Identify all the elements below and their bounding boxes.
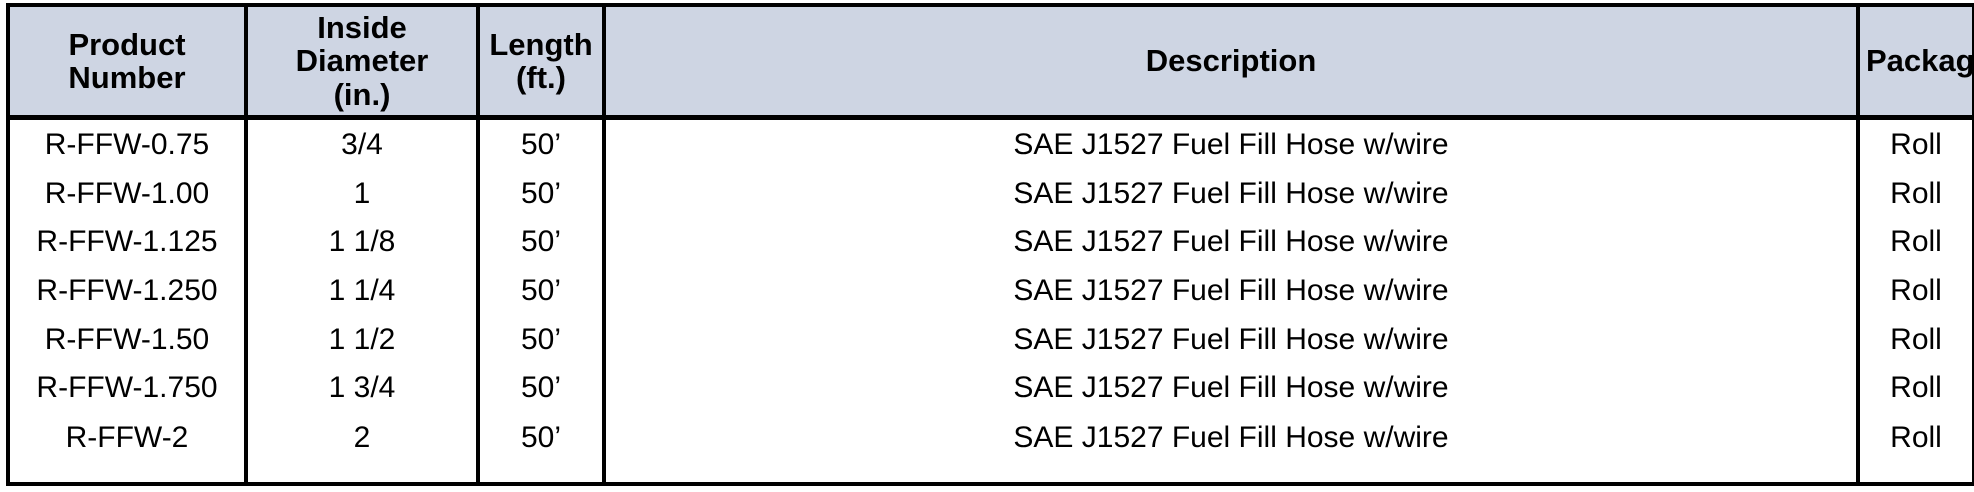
column-header-product_number[interactable]: Product Number xyxy=(8,5,248,121)
cell-inside_diameter: 1 1/8 xyxy=(246,218,480,267)
column-header-label: Length xyxy=(489,26,593,62)
column-header-description[interactable]: Description xyxy=(604,5,1860,121)
cell-length: 50’ xyxy=(478,117,606,170)
cell-packaging: Roll xyxy=(1858,315,1974,365)
product-spec-table: Product Number Inside Diameter (in.) Length(… xyxy=(6,3,1974,486)
cell-description: SAE J1527 Fuel Fill Hose w/wire xyxy=(604,117,1860,170)
table-row[interactable]: R-FFW-1.250 1 1/4 50’ SAE J1527 Fuel Fill H… xyxy=(8,266,1974,316)
column-header-inside_diameter[interactable]: Inside Diameter (in.) xyxy=(246,5,480,121)
cell-product_number: R-FFW-1.250 xyxy=(8,266,248,316)
column-header-label: (ft.) xyxy=(516,60,566,96)
table-row[interactable]: R-FFW-1.750 1 3/4 50’ SAE J1527 Fuel Fill H… xyxy=(8,364,1974,413)
cell-product_number: R-FFW-0.75 xyxy=(8,117,248,170)
cell-length: 50’ xyxy=(478,364,606,413)
cell-inside_diameter: 1 1/2 xyxy=(246,315,480,365)
table-body: R-FFW-0.75 3/4 50’ SAE J1527 Fuel Fill Hose… xyxy=(8,117,1974,484)
cell-product_number: R-FFW-1.125 xyxy=(8,218,248,267)
cell-packaging: Roll xyxy=(1858,412,1974,484)
cell-length: 50’ xyxy=(478,218,606,267)
cell-description: SAE J1527 Fuel Fill Hose w/wire xyxy=(604,218,1860,267)
column-header-label: Packaging xyxy=(1866,43,1974,79)
column-header-packaging[interactable]: Packaging xyxy=(1858,5,1974,121)
cell-product_number: R-FFW-1.00 xyxy=(8,169,248,219)
cell-packaging: Roll xyxy=(1858,218,1974,267)
cell-product_number: R-FFW-2 xyxy=(8,412,248,484)
cell-product_number: R-FFW-1.750 xyxy=(8,364,248,413)
column-header-label: Product xyxy=(68,26,186,62)
cell-length: 50’ xyxy=(478,315,606,365)
cell-description: SAE J1527 Fuel Fill Hose w/wire xyxy=(604,169,1860,219)
cell-length: 50’ xyxy=(478,412,606,484)
table-row[interactable]: R-FFW-1.00 1 50’ SAE J1527 Fuel Fill Hose w… xyxy=(8,169,1974,219)
column-header-label: Inside Diameter xyxy=(295,10,429,79)
cell-description: SAE J1527 Fuel Fill Hose w/wire xyxy=(604,266,1860,316)
table-row[interactable]: R-FFW-1.50 1 1/2 50’ SAE J1527 Fuel Fill Ho… xyxy=(8,315,1974,365)
table-header-row: Product Number Inside Diameter (in.) Length(… xyxy=(8,5,1974,121)
column-header-label: (in.) xyxy=(333,76,391,112)
cell-packaging: Roll xyxy=(1858,364,1974,413)
cell-description: SAE J1527 Fuel Fill Hose w/wire xyxy=(604,412,1860,484)
cell-length: 50’ xyxy=(478,266,606,316)
cell-product_number: R-FFW-1.50 xyxy=(8,315,248,365)
cell-description: SAE J1527 Fuel Fill Hose w/wire xyxy=(604,315,1860,365)
table-row[interactable]: R-FFW-2 2 50’ SAE J1527 Fuel Fill Hose w/wi… xyxy=(8,412,1974,484)
cell-inside_diameter: 1 3/4 xyxy=(246,364,480,413)
cell-length: 50’ xyxy=(478,169,606,219)
column-header-label: Description xyxy=(1145,43,1317,79)
table-row[interactable]: R-FFW-0.75 3/4 50’ SAE J1527 Fuel Fill Hose… xyxy=(8,117,1974,170)
cell-inside_diameter: 2 xyxy=(246,412,480,484)
cell-packaging: Roll xyxy=(1858,117,1974,170)
table-row[interactable]: R-FFW-1.125 1 1/8 50’ SAE J1527 Fuel Fill H… xyxy=(8,218,1974,267)
cell-inside_diameter: 1 xyxy=(246,169,480,219)
table-header: Product Number Inside Diameter (in.) Length(… xyxy=(8,5,1974,121)
cell-packaging: Roll xyxy=(1858,169,1974,219)
cell-inside_diameter: 3/4 xyxy=(246,117,480,170)
cell-description: SAE J1527 Fuel Fill Hose w/wire xyxy=(604,364,1860,413)
column-header-length[interactable]: Length (ft.) xyxy=(478,5,606,121)
cell-packaging: Roll xyxy=(1858,266,1974,316)
column-header-label: Number xyxy=(68,60,186,96)
cell-inside_diameter: 1 1/4 xyxy=(246,266,480,316)
